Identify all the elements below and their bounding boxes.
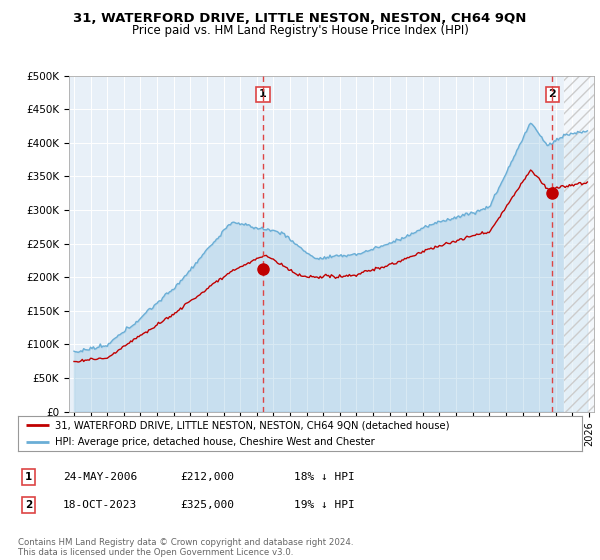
Text: 1: 1 — [25, 472, 32, 482]
Text: Contains HM Land Registry data © Crown copyright and database right 2024.
This d: Contains HM Land Registry data © Crown c… — [18, 538, 353, 557]
Bar — [564, 76, 594, 412]
Text: 31, WATERFORD DRIVE, LITTLE NESTON, NESTON, CH64 9QN: 31, WATERFORD DRIVE, LITTLE NESTON, NEST… — [73, 12, 527, 25]
Text: 2: 2 — [548, 90, 556, 100]
Bar — [564, 76, 594, 412]
Text: 18% ↓ HPI: 18% ↓ HPI — [294, 472, 355, 482]
Text: 24-MAY-2006: 24-MAY-2006 — [63, 472, 137, 482]
Text: 18-OCT-2023: 18-OCT-2023 — [63, 500, 137, 510]
Text: £212,000: £212,000 — [180, 472, 234, 482]
Text: Price paid vs. HM Land Registry's House Price Index (HPI): Price paid vs. HM Land Registry's House … — [131, 24, 469, 36]
Text: 1: 1 — [259, 90, 267, 100]
Text: 19% ↓ HPI: 19% ↓ HPI — [294, 500, 355, 510]
Text: 31, WATERFORD DRIVE, LITTLE NESTON, NESTON, CH64 9QN (detached house): 31, WATERFORD DRIVE, LITTLE NESTON, NEST… — [55, 420, 449, 430]
Text: 2: 2 — [25, 500, 32, 510]
Text: HPI: Average price, detached house, Cheshire West and Chester: HPI: Average price, detached house, Ches… — [55, 437, 374, 447]
Text: £325,000: £325,000 — [180, 500, 234, 510]
